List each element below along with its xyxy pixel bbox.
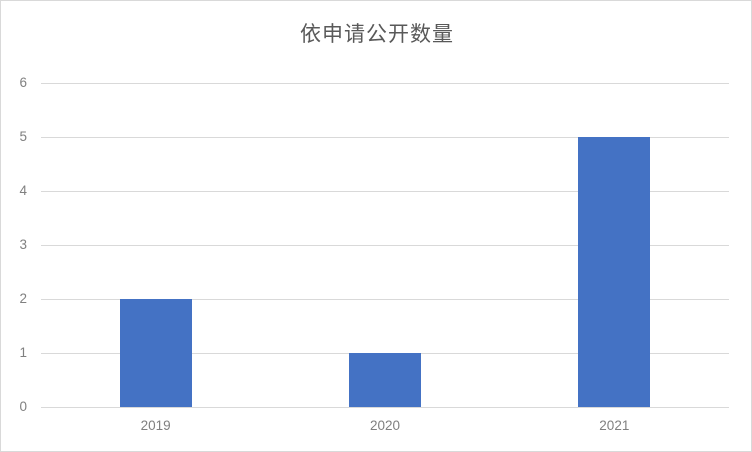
x-axis: 2019 2020 2021 [41,413,729,443]
x-axis-tick-label: 2021 [599,418,630,433]
bar-2020[interactable] [349,353,421,407]
gridline [41,191,729,192]
x-axis-tick-label: 2019 [140,418,171,433]
y-axis: 6 5 4 3 2 1 0 [1,76,41,414]
gridline [41,83,729,84]
plot-area [41,83,729,408]
y-axis-tick-label: 2 [19,291,27,306]
bar-series [41,83,729,407]
gridline [41,137,729,138]
bar-2019[interactable] [119,299,192,407]
y-axis-tick-label: 1 [19,345,27,360]
chart-title: 依申请公开数量 [300,23,454,46]
y-axis-tick-label: 5 [19,129,27,144]
y-axis-tick-label: 6 [19,75,27,90]
bar-2021[interactable] [578,137,651,407]
x-axis-tick-label: 2020 [369,418,401,433]
y-axis-tick-label: 3 [19,237,27,252]
gridline [41,245,729,246]
y-axis-tick-label: 0 [19,399,27,414]
y-axis-tick-label: 4 [19,183,27,198]
axis-baseline [41,407,729,408]
gridline [41,299,729,300]
